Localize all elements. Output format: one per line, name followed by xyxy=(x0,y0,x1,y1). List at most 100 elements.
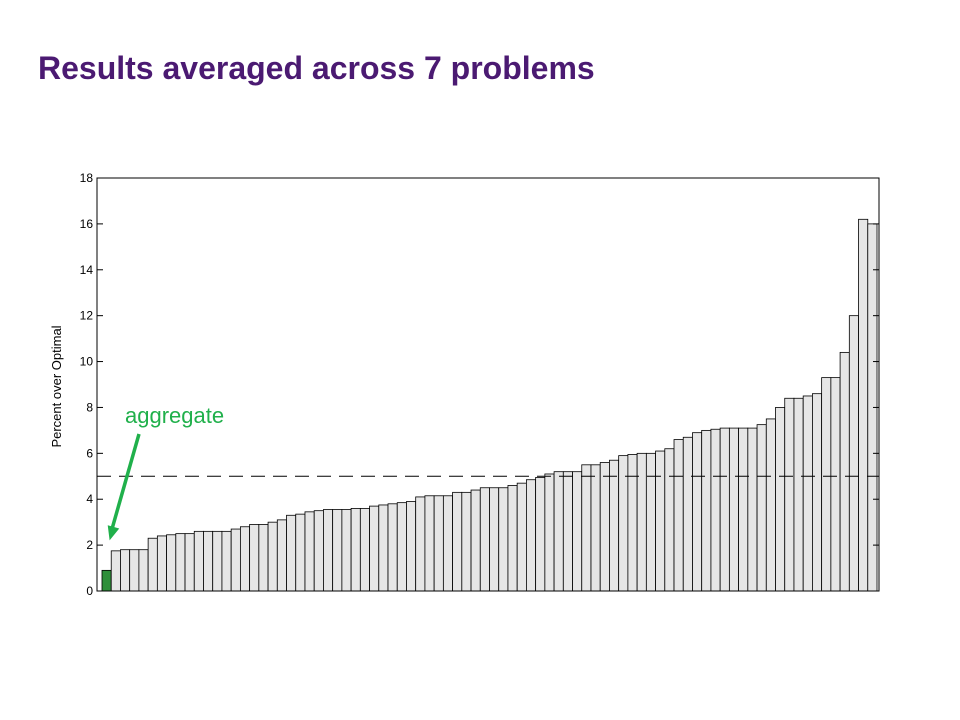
bar xyxy=(286,514,297,592)
bar xyxy=(839,351,850,592)
bar xyxy=(581,464,592,592)
bar xyxy=(655,450,666,592)
y-tick-label: 16 xyxy=(80,217,94,231)
bar xyxy=(396,502,407,592)
annotation-arrowhead xyxy=(107,525,120,541)
y-axis-label: Percent over Optimal xyxy=(49,325,64,447)
bar xyxy=(129,549,140,592)
slide-title: Results averaged across 7 problems xyxy=(38,50,595,86)
bar xyxy=(627,454,638,592)
annotation-arrow xyxy=(109,433,141,531)
bar xyxy=(535,477,546,592)
bar xyxy=(728,427,740,592)
bar xyxy=(424,495,435,592)
bar xyxy=(147,537,158,592)
bar xyxy=(479,487,490,592)
bar xyxy=(175,533,186,592)
bar xyxy=(572,471,583,592)
bar xyxy=(203,530,214,592)
bar xyxy=(812,393,823,592)
bar xyxy=(775,407,786,592)
bar xyxy=(461,491,472,592)
bar xyxy=(636,452,647,592)
bar xyxy=(212,530,223,592)
bar xyxy=(313,510,324,592)
bar xyxy=(692,432,703,592)
bar xyxy=(120,549,131,592)
bar xyxy=(645,452,656,592)
bar xyxy=(553,471,564,592)
plot-frame xyxy=(96,177,880,592)
bar xyxy=(682,436,693,592)
bar xyxy=(415,496,426,592)
bar xyxy=(230,528,241,592)
bar xyxy=(793,397,804,592)
y-tick-label: 12 xyxy=(80,309,94,323)
y-tick-label: 10 xyxy=(80,355,94,369)
bar xyxy=(747,427,758,592)
bar xyxy=(673,439,684,592)
bar xyxy=(470,489,481,592)
bar xyxy=(848,315,859,592)
bar xyxy=(562,471,573,592)
bar xyxy=(138,549,149,592)
bar xyxy=(756,424,767,592)
bar xyxy=(526,479,537,592)
y-tick-label: 2 xyxy=(86,538,93,552)
bar xyxy=(544,473,555,592)
bar xyxy=(332,509,343,592)
bar xyxy=(156,535,167,592)
bar xyxy=(387,503,398,592)
bar xyxy=(784,397,795,592)
bar xyxy=(267,521,278,592)
y-tick-label: 0 xyxy=(86,584,93,598)
bar xyxy=(304,511,315,592)
bar xyxy=(590,464,601,592)
y-tick-label: 8 xyxy=(86,400,93,414)
bar xyxy=(830,377,841,592)
bar xyxy=(433,495,444,592)
bar xyxy=(258,524,269,592)
bar xyxy=(516,482,527,592)
bar xyxy=(221,530,232,592)
bar xyxy=(249,524,260,592)
bar xyxy=(359,507,370,592)
bar xyxy=(489,487,500,592)
ticks-layer: 0 2 4 6 8 10 12 14 16 18 xyxy=(80,171,879,598)
bar xyxy=(295,513,306,592)
bar xyxy=(341,509,352,592)
bar xyxy=(765,418,776,592)
y-tick-label: 18 xyxy=(80,171,94,185)
y-tick-label: 4 xyxy=(86,492,93,506)
annotation-layer: aggregate xyxy=(107,403,224,541)
bar xyxy=(452,491,463,592)
y-tick-label: 6 xyxy=(86,446,93,460)
bar xyxy=(239,526,251,592)
bar xyxy=(664,448,675,592)
bar xyxy=(110,550,121,592)
bar xyxy=(719,427,730,592)
bar xyxy=(442,495,453,592)
bar xyxy=(821,377,832,592)
bar xyxy=(802,395,813,592)
bar xyxy=(350,507,361,592)
bar xyxy=(701,429,712,592)
bar xyxy=(710,428,721,592)
bar xyxy=(738,427,749,592)
annotation-label: aggregate xyxy=(125,403,224,428)
y-tick-label: 14 xyxy=(80,263,94,277)
bar xyxy=(323,509,334,592)
bar xyxy=(858,218,869,592)
bar xyxy=(498,487,509,592)
bar xyxy=(609,459,620,592)
bar xyxy=(507,485,518,592)
bar xyxy=(276,519,287,592)
bar xyxy=(599,462,610,592)
bar xyxy=(369,505,380,592)
bar xyxy=(193,530,204,592)
bar xyxy=(184,533,195,592)
bar xyxy=(166,534,177,592)
bar xyxy=(378,504,389,592)
bar xyxy=(406,501,417,592)
